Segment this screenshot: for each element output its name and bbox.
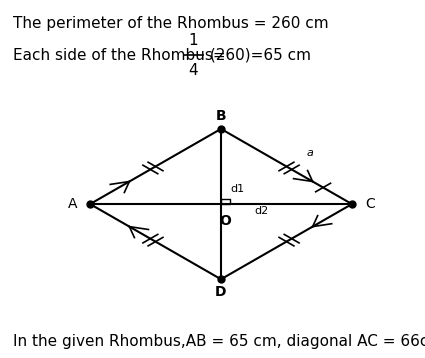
- Text: (260)=65 cm: (260)=65 cm: [205, 48, 311, 63]
- Text: O: O: [219, 214, 231, 228]
- Text: In the given Rhombus,AB = 65 cm, diagonal AC = 66cm: In the given Rhombus,AB = 65 cm, diagona…: [13, 334, 425, 349]
- Text: d2: d2: [255, 205, 269, 216]
- Text: 1: 1: [189, 33, 198, 48]
- Text: D: D: [215, 285, 227, 299]
- Text: 4: 4: [189, 63, 198, 78]
- Text: C: C: [365, 197, 375, 211]
- Text: B: B: [215, 109, 226, 123]
- Text: The perimeter of the Rhombus = 260 cm: The perimeter of the Rhombus = 260 cm: [13, 16, 329, 31]
- Text: d1: d1: [230, 184, 244, 194]
- Text: Each side of the Rhombus=: Each side of the Rhombus=: [13, 48, 230, 63]
- Text: A: A: [68, 197, 77, 211]
- Text: a: a: [307, 147, 314, 158]
